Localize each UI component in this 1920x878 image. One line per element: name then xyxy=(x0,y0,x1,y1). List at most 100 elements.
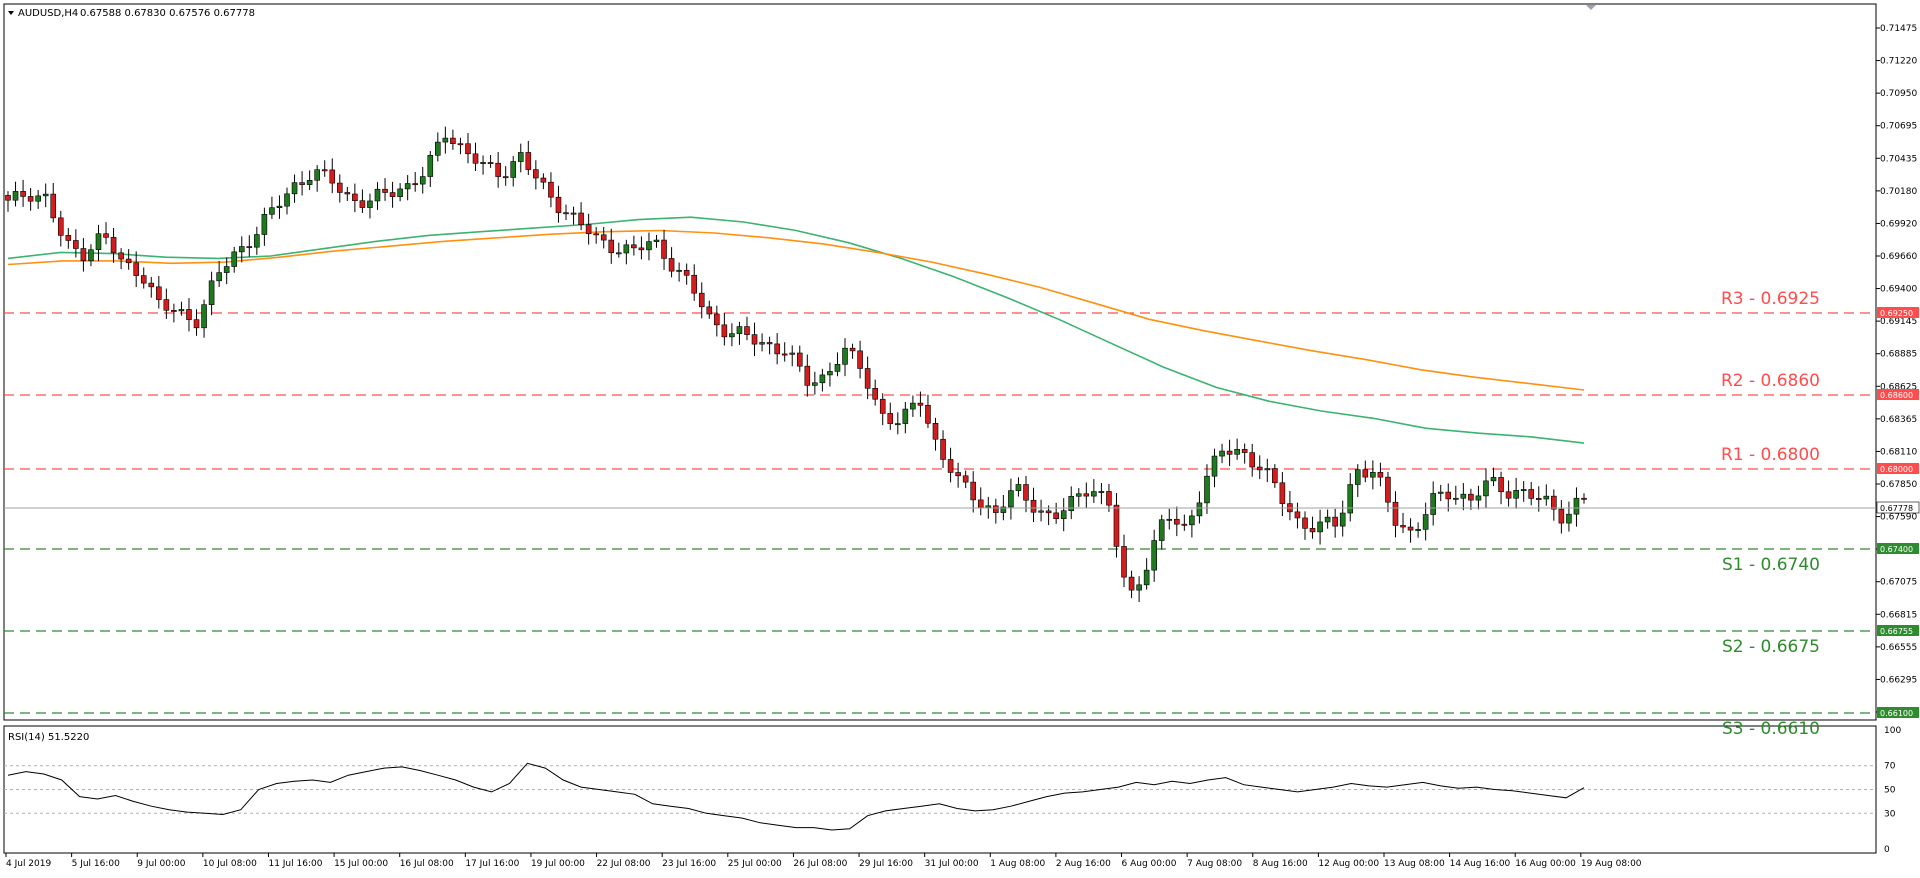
candle-body xyxy=(1400,525,1406,528)
candle-body xyxy=(1241,449,1248,453)
rsi-title: RSI(14) 51.5220 xyxy=(8,732,89,743)
candle-body xyxy=(502,176,509,179)
candle-body xyxy=(653,239,660,242)
time-tick-label: 8 Aug 16:00 xyxy=(1253,859,1308,869)
candle-body xyxy=(736,326,743,334)
level-tag-label: 0.69250 xyxy=(1880,309,1913,318)
candle-body xyxy=(1189,515,1195,526)
scroll-marker-icon[interactable] xyxy=(1586,5,1596,10)
level-tag xyxy=(1877,625,1919,636)
candle-body xyxy=(1475,495,1482,501)
candle-body xyxy=(1075,493,1082,497)
candle-body xyxy=(1211,455,1218,477)
candle-body xyxy=(970,481,977,501)
current-price-tag xyxy=(1876,501,1920,514)
current-price-label: 0.67778 xyxy=(1880,504,1913,513)
candle-body xyxy=(781,353,788,356)
candle-body xyxy=(314,169,320,181)
candle-body xyxy=(661,239,667,259)
time-axis: 4 Jul 2019 5 Jul 16:00 9 Jul 00:00 10 Jul 0… xyxy=(5,853,1642,869)
candle-body xyxy=(352,193,358,201)
candle-body xyxy=(193,319,200,329)
candle-body xyxy=(321,169,328,172)
candle-body xyxy=(676,269,682,272)
candle-body xyxy=(668,258,675,272)
candle-body xyxy=(812,382,818,386)
candle-body xyxy=(600,234,607,241)
candle-body xyxy=(759,342,765,345)
candle-body xyxy=(404,183,411,190)
candle-body xyxy=(336,182,343,193)
time-tick-label: 10 Jul 08:00 xyxy=(203,859,257,869)
price-tick-label: 0.69400 xyxy=(1880,285,1917,295)
candle-body xyxy=(593,233,599,236)
candle-body xyxy=(585,224,592,235)
candle-body xyxy=(834,364,841,372)
candle-body xyxy=(1219,450,1225,457)
rsi-line xyxy=(7,762,1585,831)
level-label: S3 - 0.6610 xyxy=(1722,719,1820,739)
candle-body xyxy=(1460,493,1467,499)
candle-body xyxy=(563,212,569,215)
level-tag xyxy=(1877,543,1919,554)
moving-averages xyxy=(7,216,1585,444)
candle-body xyxy=(95,233,102,251)
candle-body xyxy=(231,251,238,267)
candle-body xyxy=(480,162,486,164)
time-tick-label: 19 Aug 08:00 xyxy=(1581,859,1642,869)
candle-body xyxy=(125,258,132,264)
candle-body xyxy=(140,275,147,284)
candle-body xyxy=(510,161,517,178)
candle-body xyxy=(1445,491,1452,500)
candle-body xyxy=(744,326,750,335)
candle-body xyxy=(344,192,351,195)
candle-body xyxy=(1392,501,1399,526)
rsi-tick-label: 50 xyxy=(1884,786,1896,796)
candle-body xyxy=(872,388,878,400)
candle-body xyxy=(1045,510,1052,514)
rsi-tick-label: 70 xyxy=(1884,762,1896,772)
candle-body xyxy=(299,182,305,185)
candle-body xyxy=(359,200,366,208)
time-tick-label: 5 Jul 16:00 xyxy=(72,859,121,869)
candle-body xyxy=(389,192,396,197)
candle-body xyxy=(1505,491,1512,499)
candle-body xyxy=(962,475,969,483)
candle-body xyxy=(1437,491,1444,494)
candle-body xyxy=(1332,516,1338,527)
candle-body xyxy=(306,179,313,185)
candle-body xyxy=(1581,497,1587,500)
time-tick-label: 1 Aug 08:00 xyxy=(990,859,1045,869)
symbol-label: AUDUSD,H4 xyxy=(18,8,78,19)
price-tick-label: 0.68110 xyxy=(1880,447,1917,457)
price-tick-label: 0.67075 xyxy=(1880,578,1917,588)
candle-body xyxy=(1068,495,1075,512)
candle-body xyxy=(1000,506,1007,513)
collapse-triangle-icon[interactable] xyxy=(8,11,14,15)
candle-body xyxy=(849,347,856,352)
time-tick-label: 16 Jul 08:00 xyxy=(400,859,454,869)
time-tick-label: 19 Jul 00:00 xyxy=(531,859,585,869)
time-tick-label: 9 Jul 00:00 xyxy=(137,859,186,869)
level-label: R2 - 0.6860 xyxy=(1721,371,1820,391)
candle-body xyxy=(427,155,434,177)
candle-body xyxy=(42,193,49,197)
candle-body xyxy=(435,141,441,156)
candle-body xyxy=(1226,450,1233,455)
rsi-indicator: 100 70 50 30 0 xyxy=(4,726,1901,855)
level-tag-label: 0.68000 xyxy=(1880,465,1913,474)
time-tick-label: 13 Aug 08:00 xyxy=(1384,859,1445,869)
candle-body xyxy=(615,252,622,255)
time-tick-label: 17 Jul 16:00 xyxy=(465,859,519,869)
level-tag xyxy=(1877,389,1919,400)
time-tick-label: 25 Jul 00:00 xyxy=(728,859,782,869)
candle-body xyxy=(714,313,720,326)
candle-body xyxy=(1354,469,1361,485)
candle-body xyxy=(940,438,946,460)
candle-body xyxy=(864,368,871,389)
candle-body xyxy=(5,195,11,201)
price-tick-label: 0.69920 xyxy=(1880,219,1917,229)
candle-body xyxy=(1498,477,1504,493)
price-tick-label: 0.67850 xyxy=(1880,480,1917,490)
candle-body xyxy=(894,423,901,426)
